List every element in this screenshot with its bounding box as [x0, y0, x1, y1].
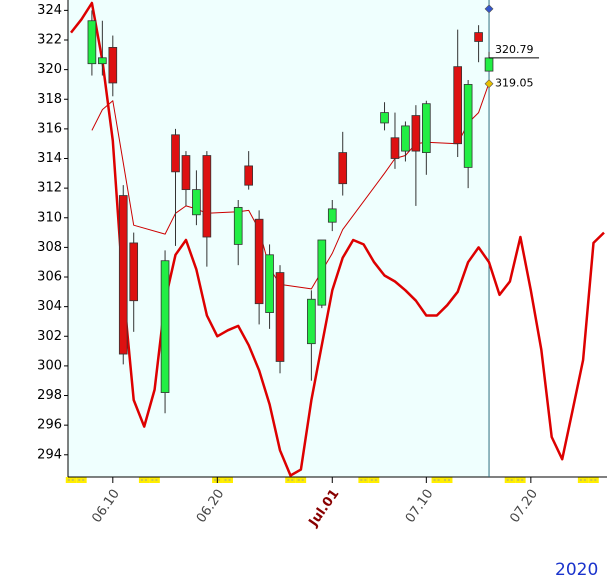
overlay-line	[91, 82, 490, 290]
candle-body	[98, 57, 107, 65]
x-tick-label: 07.10	[403, 487, 437, 526]
y-tick-label: 308	[37, 240, 62, 255]
candle-body	[171, 134, 180, 173]
y-tick-label: 320	[37, 62, 62, 77]
y-tick-label: 322	[37, 32, 62, 47]
candle-body	[108, 47, 118, 84]
candle-body	[87, 20, 97, 65]
y-tick-label: 298	[37, 388, 62, 403]
weekend-marker	[76, 477, 87, 483]
candle-body	[233, 206, 243, 245]
candle-body	[463, 84, 473, 168]
candle-body	[327, 208, 337, 223]
weekend-marker	[515, 477, 526, 483]
y-tick-label: 302	[37, 329, 62, 344]
y-tick-label: 304	[37, 299, 62, 314]
y-tick-label: 324	[37, 3, 62, 18]
x-tick-label: Jul.01	[306, 487, 343, 530]
weekend-marker	[65, 477, 77, 483]
weekend-marker	[431, 477, 443, 483]
weekend-marker	[442, 477, 453, 483]
weekend-marker	[285, 477, 296, 483]
y-tick-label: 316	[37, 121, 62, 136]
annotation-label: 320.79	[495, 43, 533, 56]
candle-body	[118, 195, 128, 355]
candle-body	[181, 155, 191, 191]
candle-body	[129, 242, 139, 302]
candle-body	[474, 32, 483, 42]
annotation-label: 319.05	[495, 77, 533, 90]
annotation-marker	[484, 79, 494, 89]
candle-body	[338, 152, 348, 185]
overlay-line	[70, 1, 605, 477]
y-tick-label: 312	[37, 181, 62, 196]
history-shade	[68, 0, 490, 477]
y-tick-label: 300	[37, 358, 62, 373]
candle-body	[422, 103, 431, 153]
candle-body	[265, 254, 274, 313]
candle-body	[202, 155, 212, 238]
weekend-marker	[504, 477, 516, 483]
x-tick-label: 07.20	[507, 487, 541, 526]
x-tick-label: 06.20	[194, 487, 228, 526]
candle-body	[160, 260, 170, 393]
weekend-marker	[149, 477, 160, 483]
candle-body	[390, 137, 400, 159]
candle-body	[254, 218, 264, 305]
candle-body	[192, 189, 201, 216]
x-tick-label: 06.10	[89, 487, 123, 526]
annotation-marker	[484, 4, 494, 14]
weekend-marker	[138, 477, 150, 483]
weekend-marker	[588, 477, 599, 483]
y-tick-label: 306	[37, 270, 62, 285]
weekend-marker	[222, 477, 233, 483]
candle-body	[244, 165, 253, 186]
candle-body	[411, 115, 421, 152]
y-tick-label: 296	[37, 418, 62, 433]
weekend-marker	[358, 477, 369, 483]
y-tick-label: 310	[37, 210, 62, 225]
candle-body	[307, 298, 316, 345]
year-label: 2020	[555, 560, 598, 580]
weekend-marker	[295, 477, 307, 483]
candle-body	[380, 112, 389, 124]
candle-body	[484, 57, 494, 72]
y-tick-label: 314	[37, 151, 62, 166]
y-tick-label: 318	[37, 92, 62, 107]
candle-body	[275, 272, 285, 362]
candle-body	[453, 66, 463, 145]
weekend-marker	[577, 477, 589, 483]
candle-body	[401, 125, 410, 152]
weekend-marker	[368, 477, 380, 483]
y-tick-label: 294	[37, 447, 62, 462]
candle-body	[317, 239, 327, 306]
